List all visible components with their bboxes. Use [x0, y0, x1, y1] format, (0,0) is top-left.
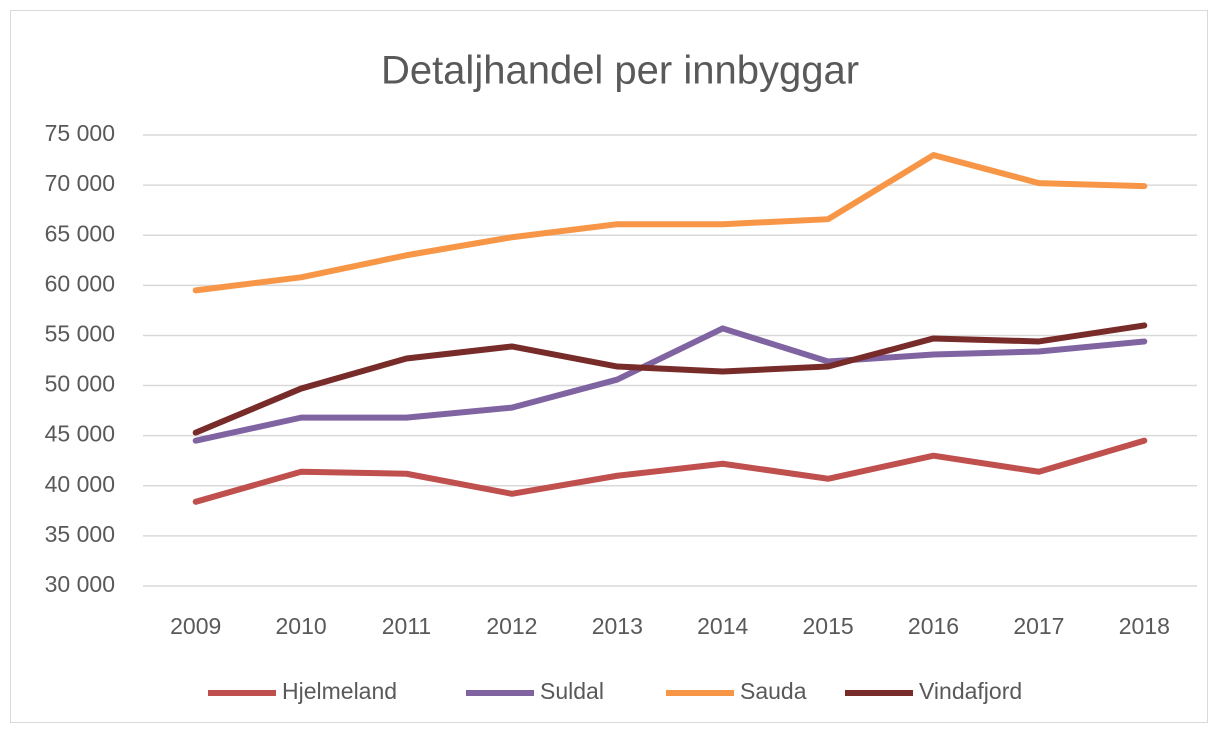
legend-label: Suldal — [540, 678, 604, 704]
legend-label: Sauda — [740, 678, 807, 704]
y-tick-label: 30 000 — [45, 571, 115, 597]
legend-label: Vindafjord — [919, 678, 1022, 704]
y-tick-label: 45 000 — [45, 421, 115, 447]
x-tick-label: 2013 — [592, 613, 643, 639]
x-tick-label: 2010 — [276, 613, 327, 639]
y-tick-label: 75 000 — [45, 120, 115, 146]
series-line — [192, 152, 1148, 294]
x-tick-label: 2015 — [803, 613, 854, 639]
x-tick-label: 2017 — [1013, 613, 1064, 639]
series-line — [192, 325, 1148, 444]
series-line — [192, 322, 1148, 436]
x-tick-label: 2018 — [1119, 613, 1170, 639]
y-tick-label: 65 000 — [45, 220, 115, 246]
y-tick-label: 70 000 — [45, 170, 115, 196]
x-tick-label: 2009 — [170, 613, 221, 639]
x-tick-label: 2014 — [697, 613, 748, 639]
y-tick-label: 40 000 — [45, 471, 115, 497]
x-tick-label: 2012 — [486, 613, 537, 639]
y-tick-label: 60 000 — [45, 270, 115, 296]
legend-label: Hjelmeland — [282, 678, 397, 704]
y-tick-label: 55 000 — [45, 321, 115, 347]
x-tick-label: 2016 — [908, 613, 959, 639]
y-tick-label: 50 000 — [45, 371, 115, 397]
x-tick-label: 2011 — [382, 613, 431, 639]
y-tick-label: 35 000 — [45, 521, 115, 547]
series-line — [192, 437, 1148, 505]
chart-title: Detaljhandel per innbyggar — [381, 49, 859, 93]
